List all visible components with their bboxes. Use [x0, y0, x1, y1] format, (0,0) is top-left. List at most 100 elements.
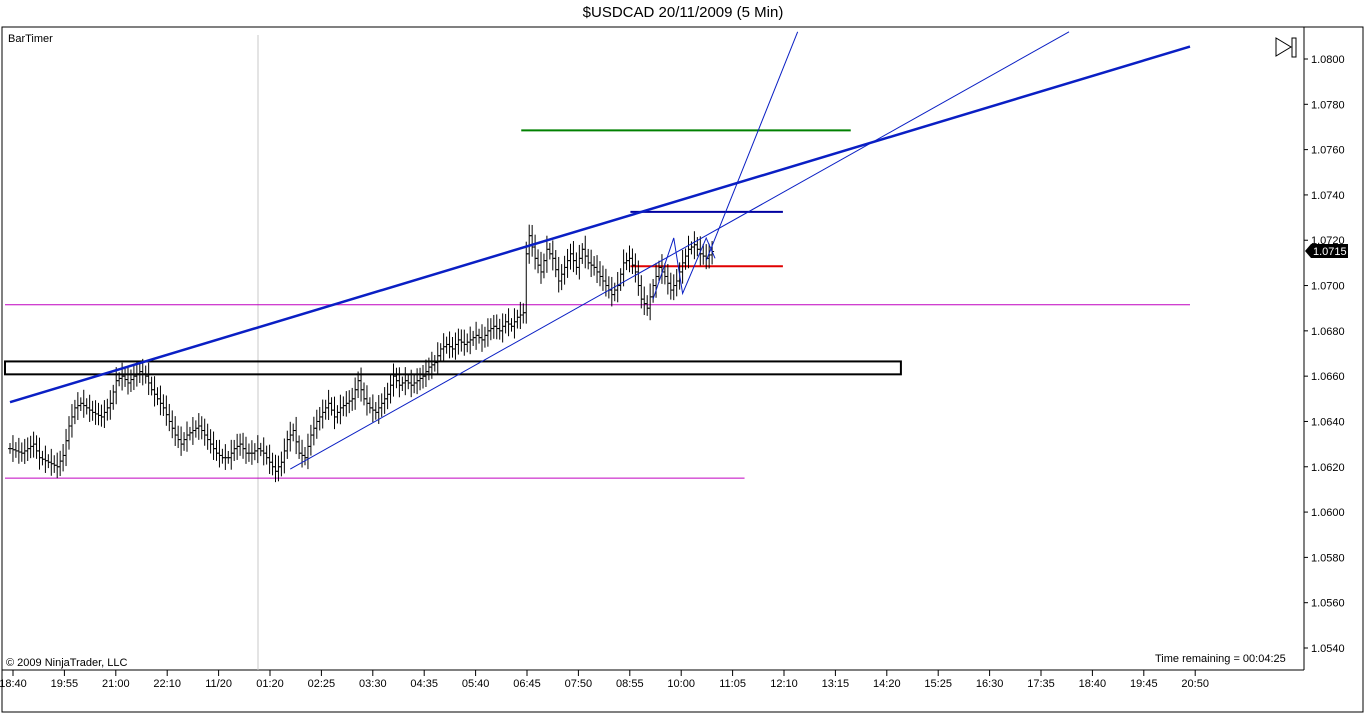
price-bar [471, 330, 476, 346]
price-bar [314, 409, 319, 439]
price-bar [550, 240, 555, 271]
price-bar [37, 437, 42, 470]
price-bar [353, 377, 358, 410]
price-bar [16, 437, 21, 464]
price-bar [568, 243, 573, 270]
price-bar [391, 363, 396, 397]
price-bar [52, 455, 57, 473]
price-bar [482, 326, 487, 348]
y-tick-label: 1.0580 [1311, 552, 1345, 564]
price-bar [509, 318, 514, 332]
price-bar [485, 318, 490, 347]
price-bar [394, 367, 399, 389]
price-bar [46, 454, 51, 469]
price-bar [229, 439, 234, 470]
price-bar [288, 421, 293, 452]
price-bar [329, 397, 334, 416]
price-bar [633, 253, 638, 283]
price-bar [332, 396, 337, 430]
price-bar [182, 432, 187, 451]
price-bar [480, 324, 484, 352]
price-bar [668, 272, 673, 300]
price-bar [665, 264, 670, 295]
price-bar [261, 437, 266, 466]
price-bar [208, 429, 213, 454]
price-bar [72, 399, 77, 425]
price-bar [270, 452, 275, 476]
price-bar [205, 423, 210, 450]
play-icon[interactable] [1275, 37, 1297, 58]
price-bar [362, 382, 366, 406]
price-bar [10, 435, 15, 462]
x-tick-label: 19:55 [51, 678, 79, 690]
x-tick-label: 19:45 [1130, 678, 1158, 690]
price-bar [592, 256, 597, 276]
price-bar [317, 406, 322, 431]
price-bar [303, 447, 307, 466]
x-tick-label: 04:35 [410, 678, 438, 690]
y-tick-label: 1.0540 [1311, 643, 1345, 655]
price-bar [423, 359, 428, 388]
y-tick-label: 1.0660 [1311, 371, 1345, 383]
price-bar [553, 250, 558, 278]
price-bar [285, 430, 290, 459]
y-tick-label: 1.0600 [1311, 507, 1345, 519]
price-bar [530, 224, 535, 257]
price-bar [400, 376, 405, 391]
price-bar [320, 399, 325, 429]
price-bar [64, 428, 69, 467]
copyright-label: © 2009 NinjaTrader, LLC [6, 657, 128, 669]
y-tick-label: 1.0680 [1311, 326, 1345, 338]
x-tick-label: 06:45 [513, 678, 541, 690]
price-bar [595, 255, 600, 284]
price-bar [202, 418, 207, 446]
price-bar [267, 444, 272, 474]
price-bar [123, 367, 128, 387]
x-tick-label: 12:10 [770, 678, 798, 690]
x-tick-label: 05:40 [462, 678, 490, 690]
price-bar [618, 268, 623, 291]
price-bar [61, 444, 66, 472]
price-bar [146, 362, 151, 396]
price-bar [415, 368, 420, 395]
x-tick-label: 21:00 [102, 678, 130, 690]
price-bar [456, 328, 461, 355]
price-bar [344, 391, 349, 417]
price-bar [385, 382, 390, 410]
price-bar [541, 253, 546, 279]
last-price-label: 1.0715 [1313, 246, 1347, 258]
price-bar [43, 445, 48, 473]
price-bar [105, 398, 110, 421]
x-tick-label: 15:25 [924, 678, 952, 690]
price-bar [438, 343, 443, 361]
price-bar [598, 261, 602, 287]
y-tick-label: 1.0620 [1311, 462, 1345, 474]
price-bar [297, 435, 302, 459]
y-tick-label: 1.0560 [1311, 598, 1345, 610]
price-bar [69, 404, 74, 438]
last-price-marker: 1.0715 [1305, 244, 1348, 258]
price-bar [102, 400, 107, 429]
price-bar [364, 385, 369, 416]
price-bar [459, 329, 464, 352]
x-tick-label: 11/20 [205, 678, 232, 690]
price-bar [506, 308, 511, 337]
price-bar [639, 275, 644, 309]
x-tick-label: 18:40 [1079, 678, 1107, 690]
price-bar [606, 276, 611, 299]
price-bar [161, 394, 166, 416]
price-bar [477, 328, 482, 344]
price-bar [126, 366, 130, 395]
price-bar [179, 426, 184, 456]
price-bar [586, 248, 591, 270]
price-bar [580, 243, 585, 264]
x-tick-label: 07:50 [565, 678, 593, 690]
price-bar [565, 248, 570, 278]
y-tick-label: 1.0740 [1311, 190, 1345, 202]
price-bar [359, 367, 364, 402]
price-bar [335, 405, 340, 424]
price-bar [55, 452, 60, 479]
y-tick-label: 1.0760 [1311, 145, 1345, 157]
price-bar [512, 308, 517, 339]
